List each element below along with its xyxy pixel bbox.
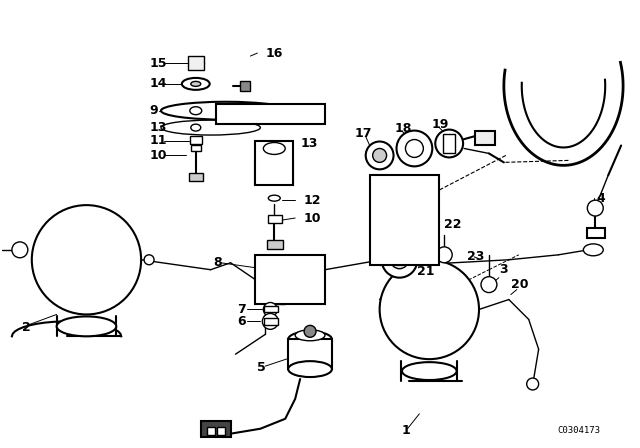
Text: 6: 6 — [237, 315, 246, 328]
Circle shape — [435, 129, 463, 157]
Circle shape — [390, 251, 408, 269]
Bar — [216, 104, 325, 124]
Circle shape — [406, 139, 423, 157]
Text: 15: 15 — [149, 56, 166, 69]
Ellipse shape — [190, 107, 202, 115]
Circle shape — [263, 302, 277, 316]
Bar — [189, 173, 203, 181]
Bar — [588, 228, 605, 238]
Bar — [370, 175, 439, 265]
Ellipse shape — [182, 78, 210, 90]
Circle shape — [481, 277, 497, 293]
Ellipse shape — [288, 361, 332, 377]
Text: 13: 13 — [149, 121, 166, 134]
Ellipse shape — [402, 362, 457, 380]
Bar — [268, 240, 284, 249]
Text: 7: 7 — [237, 303, 246, 316]
Ellipse shape — [268, 195, 280, 201]
Bar — [207, 427, 214, 435]
Text: 18: 18 — [394, 122, 412, 135]
Circle shape — [397, 130, 432, 166]
Ellipse shape — [288, 332, 332, 347]
Bar — [255, 141, 293, 185]
Ellipse shape — [161, 102, 290, 120]
Ellipse shape — [191, 82, 201, 86]
Ellipse shape — [263, 142, 285, 155]
Bar — [190, 136, 202, 143]
Text: 5: 5 — [257, 361, 266, 374]
Text: 12: 12 — [303, 194, 321, 207]
Bar — [241, 81, 250, 91]
Text: 10: 10 — [149, 149, 166, 162]
Text: 13: 13 — [300, 137, 317, 150]
Bar — [188, 56, 204, 70]
Bar — [444, 134, 455, 154]
Ellipse shape — [191, 124, 201, 131]
Text: 10: 10 — [303, 211, 321, 224]
Circle shape — [527, 378, 539, 390]
Circle shape — [436, 247, 452, 263]
Text: 1: 1 — [401, 424, 410, 437]
Circle shape — [588, 200, 604, 216]
Text: 21: 21 — [417, 265, 435, 278]
Text: 17: 17 — [355, 127, 372, 140]
Text: 4: 4 — [596, 192, 605, 205]
Text: 14: 14 — [149, 78, 166, 90]
Bar — [255, 255, 325, 305]
Text: 16: 16 — [266, 47, 283, 60]
Text: C0304173: C0304173 — [557, 426, 600, 435]
Bar — [191, 146, 201, 151]
Bar — [217, 427, 225, 435]
Bar — [264, 319, 278, 325]
Text: 8: 8 — [214, 256, 222, 269]
Ellipse shape — [57, 316, 116, 336]
Ellipse shape — [295, 330, 325, 341]
Text: 3: 3 — [499, 263, 508, 276]
Text: 11: 11 — [149, 134, 166, 147]
Text: 9: 9 — [149, 104, 157, 117]
Circle shape — [380, 260, 479, 359]
Text: 2: 2 — [22, 321, 31, 334]
Text: 22: 22 — [444, 219, 461, 232]
Circle shape — [372, 148, 387, 162]
Ellipse shape — [161, 120, 260, 135]
Text: 23: 23 — [467, 250, 484, 263]
Circle shape — [304, 325, 316, 337]
Text: 19: 19 — [431, 118, 449, 131]
Bar — [201, 421, 230, 437]
Text: 20: 20 — [511, 278, 528, 291]
Bar — [264, 306, 278, 312]
Bar — [288, 339, 332, 369]
Ellipse shape — [583, 244, 604, 256]
Circle shape — [381, 242, 417, 278]
Circle shape — [12, 242, 28, 258]
Circle shape — [144, 255, 154, 265]
Bar — [475, 130, 495, 146]
Circle shape — [32, 205, 141, 314]
Circle shape — [365, 142, 394, 169]
Circle shape — [262, 314, 278, 329]
Bar — [268, 215, 282, 223]
